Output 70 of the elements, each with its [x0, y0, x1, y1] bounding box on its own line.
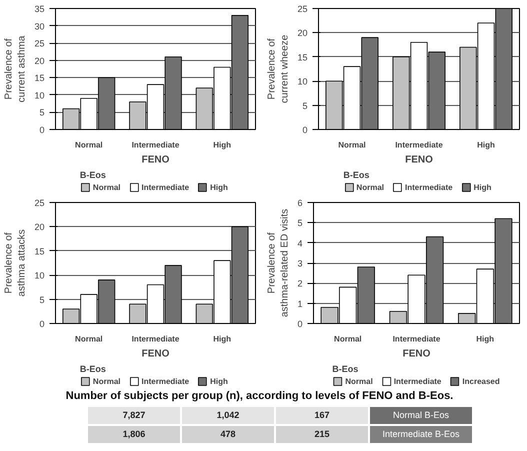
legend-title: B-Eos: [332, 364, 360, 374]
legend-label: Intermediate: [141, 376, 190, 386]
y-tick-label: 0: [39, 319, 45, 329]
y-tick-label: 10: [297, 76, 308, 87]
legend-label: Normal: [92, 376, 120, 386]
y-tick-label: 30: [34, 21, 45, 32]
y-tick-label: 6: [297, 198, 303, 208]
y-axis-title: Prevalence of asthma attacks: [3, 229, 28, 297]
table-cell: 167: [276, 407, 368, 424]
y-tick-label: 25: [297, 4, 308, 14]
legend-title: B-Eos: [80, 364, 107, 374]
y-tick-label: 0: [302, 125, 308, 135]
x-axis-title: FENO: [402, 348, 431, 360]
text: Number of subjects per group (n), according to levels of FENO and B-Eos.: [64, 390, 454, 403]
x-tick-label: High: [477, 140, 495, 150]
x-tick-label: Intermediate: [392, 334, 441, 344]
y-tick-label: 10: [34, 90, 45, 100]
y-tick-label: 4: [297, 238, 303, 248]
y-tick-label: 10: [34, 270, 45, 281]
legend-label: Increased: [462, 376, 500, 386]
y-tick-label: 0: [297, 319, 303, 329]
x-tick-label: Normal: [75, 140, 103, 150]
legend-label: High: [210, 376, 229, 386]
legend-label: Intermediate: [394, 376, 442, 386]
x-tick-label: Intermediate: [132, 334, 180, 344]
y-tick-label: 0: [39, 125, 45, 135]
x-tick-label: Normal: [334, 334, 362, 344]
x-tick-label: Normal: [338, 140, 366, 150]
y-tick-label: 3: [297, 258, 303, 268]
y-tick-label: 20: [34, 222, 45, 232]
y-tick-label: 1: [297, 298, 303, 309]
legend-label: High: [210, 182, 229, 192]
x-tick-label: Intermediate: [395, 140, 444, 150]
legend-label: Normal: [92, 182, 120, 192]
x-tick-label: High: [213, 334, 232, 344]
x-tick-label: Normal: [75, 334, 103, 344]
y-tick-label: 35: [34, 4, 45, 14]
legend-label: Normal: [345, 376, 373, 386]
legend-title: B-Eos: [343, 170, 370, 180]
y-axis-title: Prevalence of current wheeze: [266, 34, 290, 104]
legend-label: Intermediate: [404, 182, 453, 192]
y-tick-label: 15: [297, 52, 308, 62]
y-tick-label: 5: [297, 218, 303, 228]
y-tick-label: 2: [297, 278, 303, 289]
x-tick-label: High: [476, 334, 494, 344]
x-tick-label: High: [213, 140, 232, 150]
y-tick-label: 20: [34, 56, 45, 66]
y-tick-label: 5: [302, 100, 308, 111]
y-tick-label: 25: [34, 38, 45, 49]
table-cell: 7,827: [88, 407, 180, 424]
y-tick-label: 15: [34, 73, 45, 84]
table-cell: 1,042: [182, 407, 274, 424]
legend-title: B-Eos: [80, 170, 107, 180]
y-tick-label: 5: [39, 294, 45, 305]
legend-label: Intermediate: [141, 182, 190, 192]
table-cell: 215: [276, 426, 368, 443]
x-axis-title: FENO: [142, 348, 170, 360]
table-cell: 1,806: [88, 426, 180, 443]
x-axis-title: FENO: [405, 154, 434, 166]
y-axis-title: Prevalence of current asthma: [3, 35, 28, 102]
y-axis-title: Prevalence of asthma-related ED visits: [266, 208, 290, 318]
y-tick-label: 25: [34, 198, 45, 208]
legend-label: High: [474, 182, 492, 192]
x-tick-label: Intermediate: [132, 140, 180, 150]
y-tick-label: 20: [297, 28, 308, 38]
table-cell: 478: [182, 426, 274, 443]
y-tick-label: 15: [34, 246, 45, 256]
y-tick-label: 5: [39, 108, 45, 118]
legend-label: Normal: [356, 182, 384, 192]
x-axis-title: FENO: [142, 154, 170, 166]
